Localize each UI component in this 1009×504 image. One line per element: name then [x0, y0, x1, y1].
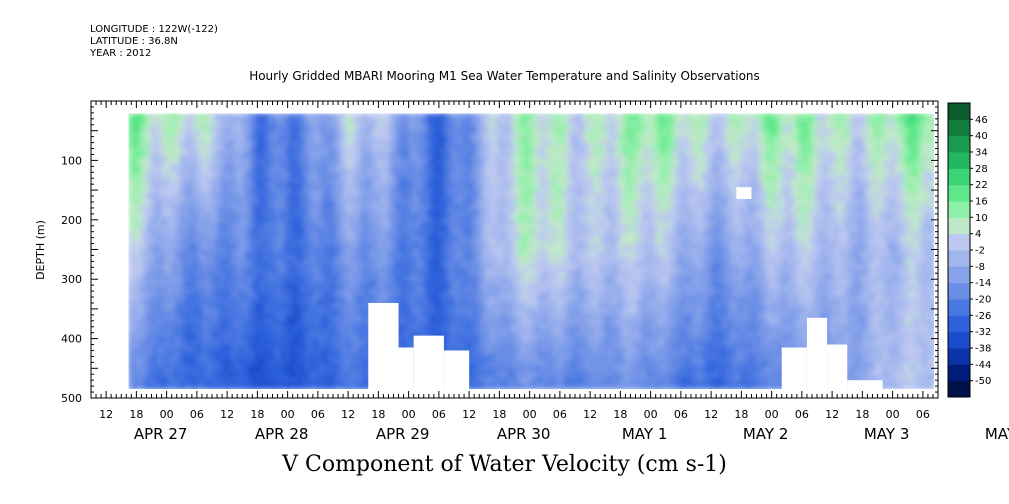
colorbar-label: 22	[975, 180, 988, 191]
hour-tick-label: 00	[402, 408, 416, 421]
hour-tick-label: 12	[825, 408, 839, 421]
date-label: APR 29	[376, 425, 430, 443]
colorbar-label: -14	[975, 278, 991, 289]
date-label: MAY 2	[743, 425, 789, 443]
hour-tick-label: 12	[220, 408, 234, 421]
colorbar-swatch	[948, 331, 970, 349]
colorbar-swatch	[948, 135, 970, 153]
hour-tick-label: 18	[492, 408, 506, 421]
y-tick-label: 100	[61, 154, 82, 167]
colorbar-swatch	[948, 299, 970, 316]
y-tick-label: 300	[61, 273, 82, 286]
hour-tick-label: 00	[160, 408, 174, 421]
hour-tick-label: 00	[765, 408, 779, 421]
hour-tick-label: 00	[886, 408, 900, 421]
colorbar-swatch	[948, 348, 970, 365]
colorbar-label: -20	[975, 295, 991, 306]
hour-tick-label: 18	[613, 408, 627, 421]
hour-tick-label: 12	[704, 408, 718, 421]
data-hole-0	[736, 187, 752, 200]
colorbar-swatch	[948, 380, 970, 398]
date-label: APR 28	[255, 425, 309, 443]
data-gap-7	[847, 380, 883, 390]
y-axis-label: DEPTH (m)	[34, 220, 47, 280]
heatmap-field	[128, 113, 937, 390]
hour-tick-label: 12	[99, 408, 113, 421]
hour-tick-label: 18	[250, 408, 264, 421]
colorbar-label: -32	[975, 327, 991, 338]
colorbar-swatch	[948, 233, 970, 251]
colorbar-swatch	[948, 217, 970, 235]
data-gap-0	[368, 302, 399, 390]
colorbar-label: -26	[975, 311, 991, 322]
data-gap-6	[827, 344, 848, 390]
longitude-label: LONGITUDE : 122W(-122)	[90, 24, 218, 35]
data-gap-1	[398, 347, 414, 390]
colorbar-label: 16	[975, 197, 988, 208]
colorbar-swatch	[948, 364, 970, 382]
variable-label: V Component of Water Velocity (cm s-1)	[282, 452, 727, 477]
data-gap-4	[781, 347, 807, 390]
hour-tick-label: 00	[644, 408, 658, 421]
colorbar-label: 4	[975, 229, 981, 240]
colorbar-swatch	[948, 282, 970, 300]
heatmap-cells	[128, 113, 937, 390]
hour-tick-label: 06	[311, 408, 325, 421]
colorbar-swatch	[948, 184, 970, 202]
date-label: MAY 4	[985, 425, 1009, 443]
colorbar-swatch	[948, 168, 970, 186]
colorbar-swatch	[948, 266, 970, 284]
colorbar: 46 40 34 28 22 16 10 4 -2 -8 -14 -20 -26 -32 -38 -44 -50	[947, 102, 991, 398]
data-gap-5	[806, 317, 828, 390]
colorbar-swatch	[948, 119, 970, 137]
y-tick-label: 400	[61, 333, 82, 346]
hour-tick-label: 06	[795, 408, 809, 421]
date-label: APR 27	[134, 425, 188, 443]
hour-tick-label: 18	[371, 408, 385, 421]
hour-tick-label: 18	[855, 408, 869, 421]
colorbar-label: -2	[975, 246, 985, 257]
colorbar-label: 28	[975, 164, 988, 175]
chart-title: Hourly Gridded MBARI Mooring M1 Sea Wate…	[249, 69, 760, 83]
hour-tick-label: 12	[583, 408, 597, 421]
colorbar-label: -50	[975, 376, 991, 387]
hour-tick-label: 00	[281, 408, 295, 421]
y-tick-label: 200	[61, 214, 82, 227]
colorbar-label: 46	[975, 115, 988, 126]
hour-tick-label: 12	[462, 408, 476, 421]
colorbar-label: -38	[975, 344, 991, 355]
hour-tick-label: 06	[674, 408, 688, 421]
colorbar-swatch	[948, 152, 970, 169]
date-label: MAY 1	[622, 425, 668, 443]
hour-tick-label: 06	[432, 408, 446, 421]
colorbar-label: -8	[975, 262, 985, 273]
data-gaps	[91, 101, 938, 398]
colorbar-swatch	[948, 250, 970, 267]
colorbar-swatch	[948, 103, 970, 120]
colorbar-label: -44	[975, 360, 991, 371]
date-label: APR 30	[497, 425, 551, 443]
colorbar-swatch	[948, 201, 970, 218]
hour-tick-label: 00	[523, 408, 537, 421]
hour-tick-label: 06	[190, 408, 204, 421]
hour-tick-label: 12	[341, 408, 355, 421]
data-gap-2	[413, 335, 444, 390]
axes: 12 18 00 06 12 18 00 06 12 18 00 06 12 18 00 06 12 18 00 06…	[61, 100, 1009, 443]
latitude-label: LATITUDE : 36.8N	[90, 36, 178, 47]
hour-tick-label: 06	[916, 408, 930, 421]
data-gap-3	[443, 350, 470, 390]
hour-tick-label: 06	[553, 408, 567, 421]
colorbar-label: 34	[975, 148, 988, 159]
colorbar-swatch	[948, 315, 970, 333]
colorbar-label: 40	[975, 131, 988, 142]
y-tick-label: 500	[61, 392, 82, 405]
hour-tick-label: 18	[734, 408, 748, 421]
hour-tick-label: 18	[129, 408, 143, 421]
year-label: YEAR : 2012	[90, 48, 152, 59]
date-label: MAY 3	[864, 425, 910, 443]
colorbar-label: 10	[975, 213, 988, 224]
